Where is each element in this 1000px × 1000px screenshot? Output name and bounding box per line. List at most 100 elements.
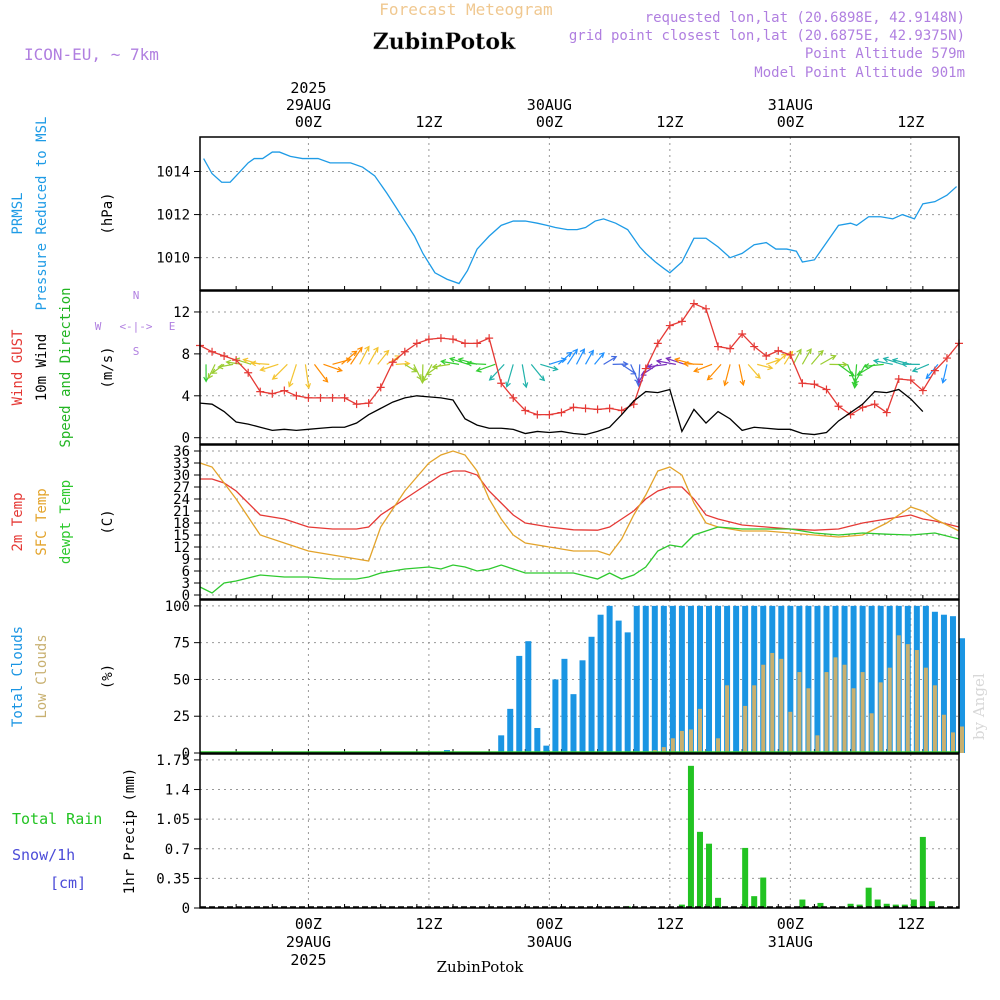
ytick-label: 100: [165, 599, 190, 615]
wind-arrow-head: [849, 371, 856, 377]
wind-arrow: [783, 351, 794, 365]
wind-arrow: [757, 363, 773, 369]
bar-low-cloud: [661, 747, 666, 753]
wind-arrow-head: [351, 350, 358, 357]
bar-low-cloud: [932, 685, 937, 753]
bottom-tick-label: 2025: [290, 951, 326, 969]
top-tick-label: 31AUG: [768, 96, 813, 114]
axis-label: dewpt Temp: [58, 480, 74, 564]
ytick-label: 12: [173, 540, 190, 556]
axis-label: Low Clouds: [34, 634, 50, 718]
ytick-label: 0: [182, 588, 190, 604]
bar-low-cloud: [833, 657, 838, 753]
gust-marker: [220, 351, 229, 360]
wind-arrow: [530, 363, 545, 381]
wind-arrow: [792, 349, 802, 365]
wind-arrow-head: [475, 366, 482, 373]
ytick-label: 0: [182, 431, 190, 447]
ytick-label: 36: [173, 444, 190, 460]
bar-total-cloud: [669, 605, 676, 753]
closest-coords: grid point closest lon,lat (20.6875E, 42…: [569, 28, 965, 44]
wind-arrow-head: [817, 349, 824, 356]
gust-marker: [617, 406, 626, 415]
gust-marker: [256, 387, 265, 396]
wind-arrow-head: [723, 380, 729, 387]
wind-arrow-head: [288, 381, 294, 388]
wind-arrow-head: [767, 364, 774, 371]
wind-arrow-head: [780, 353, 788, 360]
axis-unit: (hPa): [100, 192, 116, 234]
wind-arrow-head: [796, 348, 802, 355]
wind-arrow-head: [336, 366, 344, 373]
bar-total-cloud: [543, 745, 550, 753]
bar-low-cloud: [960, 726, 965, 753]
wind-arrow: [892, 359, 911, 365]
ytick-label: 24: [173, 492, 190, 508]
gust-marker: [810, 380, 819, 389]
gust-marker: [244, 368, 253, 377]
wind-arrow-head: [941, 377, 947, 384]
gust-marker: [557, 408, 566, 417]
wind-rose-w: W: [95, 320, 102, 333]
bar-precip: [706, 843, 713, 908]
gust-marker: [497, 379, 506, 388]
panels: 1010 1012 1014 PRMSL Pressure Reduced to MSL…: [10, 117, 966, 917]
credit: by Angel: [970, 673, 988, 740]
bar-total-cloud: [633, 605, 640, 753]
wind-arrow-head: [411, 367, 418, 373]
wind-arrow-head: [225, 359, 232, 366]
ytick-label: 0: [182, 901, 190, 917]
wind-arrow: [801, 348, 812, 365]
bar-precip: [817, 902, 824, 908]
gust-marker: [352, 400, 361, 409]
wind-arrow: [395, 362, 410, 365]
wind-arrow: [350, 347, 363, 365]
wind-arrow-head: [882, 356, 889, 363]
subtitle: Forecast Meteogram: [379, 0, 552, 19]
gust-marker: [738, 329, 747, 338]
wind-arrow: [656, 360, 676, 365]
ytick-label: 27: [173, 480, 190, 496]
wind-arrow-head: [203, 376, 210, 383]
bar-precip: [696, 831, 703, 908]
bar-total-cloud: [696, 605, 703, 753]
wind-arrow-head: [422, 375, 428, 382]
wind-arrow-head: [611, 355, 618, 362]
gust-marker: [605, 404, 614, 413]
gust-marker: [906, 376, 915, 385]
wind-arrow: [368, 347, 379, 365]
wind-arrow: [883, 357, 902, 365]
bar-low-cloud: [688, 729, 693, 753]
ytick-label: 9: [182, 552, 190, 568]
wind-arrow-head: [364, 345, 370, 352]
wind-arrow: [432, 363, 451, 368]
ytick-label: 12: [173, 305, 190, 321]
bar-total-cloud: [959, 638, 966, 753]
top-tick-label: 12Z: [897, 113, 924, 131]
wind-arrow-head: [842, 361, 849, 368]
wind-arrow-head: [322, 376, 329, 383]
axis-label: PRMSL: [10, 192, 26, 234]
bar-total-cloud: [516, 655, 523, 753]
gust-marker: [894, 375, 903, 384]
ytick-label: 33: [173, 456, 190, 472]
wind-rose-n: N: [133, 289, 140, 302]
bar-precip: [760, 877, 767, 908]
top-tick-label: 30AUG: [527, 96, 572, 114]
gust-marker: [762, 351, 771, 360]
bar-low-cloud: [914, 650, 919, 753]
bar-total-cloud: [742, 605, 749, 753]
wind-arrow-head: [211, 368, 218, 374]
ytick-label: 30: [173, 468, 190, 484]
wind-arrow: [666, 357, 686, 365]
bottom-tick-label: 12Z: [897, 915, 924, 933]
wind-speed-line: [199, 388, 924, 436]
bar-total-cloud: [525, 641, 532, 753]
wind-arrow: [566, 349, 578, 365]
gust-marker: [930, 366, 939, 375]
axis-unit: (m/s): [100, 346, 116, 388]
wind-arrow: [332, 358, 351, 365]
ytick-label: 4: [182, 389, 190, 405]
